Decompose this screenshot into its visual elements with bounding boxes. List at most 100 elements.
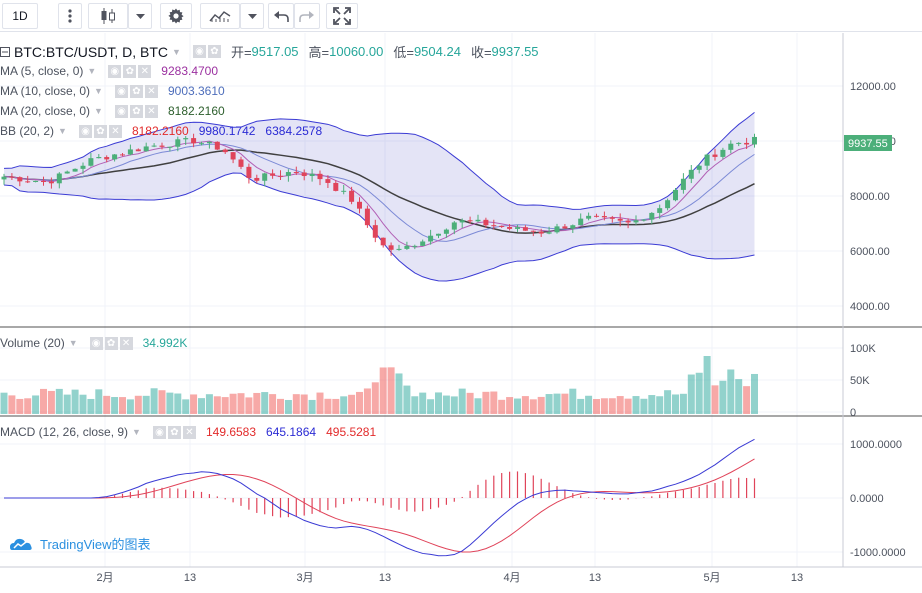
legend-buttons: ◉ ✿ ✕	[152, 425, 196, 439]
chevron-down-icon[interactable]: ▼	[94, 86, 103, 96]
chevron-down-icon[interactable]: ▼	[94, 106, 103, 116]
legend-buttons: ◉ ✿ ✕	[108, 64, 152, 78]
volume-bar	[387, 367, 395, 414]
fullscreen-icon	[333, 7, 351, 25]
redo-button[interactable]	[294, 3, 320, 29]
volume-bar	[229, 393, 237, 414]
eye-icon[interactable]: ◉	[192, 45, 206, 58]
volume-bar	[656, 396, 664, 414]
volume-bar	[735, 379, 743, 414]
candle-body	[1, 176, 7, 180]
chart-style-dropdown[interactable]	[128, 3, 152, 29]
gear-icon[interactable]: ✿	[167, 425, 181, 439]
cloud-icon	[10, 538, 32, 550]
chevron-down-icon[interactable]: ▼	[68, 338, 78, 348]
candle-body	[285, 172, 291, 176]
volume-bar	[695, 372, 703, 414]
volume-bar	[474, 398, 482, 414]
settings-button[interactable]	[160, 3, 192, 29]
candle-body	[562, 226, 568, 229]
volume-bar	[24, 398, 32, 414]
candle-body	[388, 245, 394, 250]
indicators-button[interactable]	[200, 3, 240, 29]
candle-body	[728, 143, 734, 150]
chart-style-button[interactable]	[88, 3, 128, 29]
chevron-down-icon[interactable]: ▼	[87, 66, 97, 76]
volume-bar	[379, 367, 387, 414]
collapse-icon[interactable]	[0, 46, 10, 57]
more-button[interactable]	[58, 3, 82, 29]
candle-body	[222, 149, 228, 153]
candle-body	[420, 241, 426, 246]
close-icon[interactable]: ✕	[144, 104, 158, 118]
volume-bar	[600, 398, 608, 414]
close-icon[interactable]: ✕	[108, 124, 122, 138]
close-icon[interactable]: ✕	[119, 336, 133, 350]
volume-bar	[632, 396, 640, 414]
candle-body	[451, 222, 457, 230]
legend-buttons: ◉ ✿ ✕	[78, 124, 122, 138]
volume-bar	[419, 392, 427, 414]
ma20-legend: MA (20, close, 0) ▼ ◉ ✿ ✕ 8182.2160	[0, 104, 225, 118]
gear-icon[interactable]: ✿	[93, 124, 107, 138]
interval-label: 1D	[12, 9, 28, 23]
volume-bar	[261, 392, 269, 414]
eye-icon[interactable]: ◉	[89, 336, 103, 350]
last-price-label: 9937.55	[848, 138, 888, 150]
chart-canvas[interactable]: 12000.0010000.008000.006000.004000.00993…	[0, 33, 922, 590]
candle-body	[175, 139, 181, 147]
indicators-dropdown[interactable]	[240, 3, 264, 29]
volume-tick-label: 50K	[850, 375, 870, 387]
gear-icon[interactable]: ✿	[123, 64, 137, 78]
time-tick-label: 13	[791, 572, 803, 584]
legend-buttons: ◉ ✿	[192, 45, 221, 58]
eye-icon[interactable]: ◉	[152, 425, 166, 439]
candle-body	[673, 189, 678, 201]
eye-icon[interactable]: ◉	[114, 104, 128, 118]
gear-icon[interactable]: ✿	[207, 45, 221, 58]
eye-icon[interactable]: ◉	[78, 124, 92, 138]
gear-icon[interactable]: ✿	[129, 84, 143, 98]
candle-body	[333, 182, 339, 191]
more-vert-icon	[68, 9, 72, 23]
undo-button[interactable]	[268, 3, 294, 29]
candle-body	[41, 180, 46, 182]
candle-body	[522, 227, 528, 231]
volume-bar	[0, 392, 8, 414]
volume-bar	[427, 399, 435, 414]
close-icon[interactable]: ✕	[144, 84, 158, 98]
eye-icon[interactable]: ◉	[108, 64, 122, 78]
macd-legend: MACD (12, 26, close, 9) ▼ ◉ ✿ ✕ 149.6583 64…	[0, 425, 376, 439]
chart-area[interactable]: 12000.0010000.008000.006000.004000.00993…	[0, 33, 922, 590]
candle-body	[127, 149, 133, 155]
chevron-down-icon[interactable]: ▼	[58, 126, 67, 136]
bollinger-upper-line	[3, 111, 755, 210]
gear-icon[interactable]: ✿	[104, 336, 118, 350]
volume-bar	[142, 395, 150, 414]
chevron-down-icon[interactable]: ▼	[172, 46, 181, 57]
volume-bar	[585, 395, 593, 414]
tradingview-logo[interactable]: TradingView的图表	[10, 534, 151, 553]
gear-icon[interactable]: ✿	[129, 104, 143, 118]
symbol-name: BTC:BTC/USDT, D, BTC	[14, 43, 169, 60]
fullscreen-button[interactable]	[326, 3, 358, 29]
chevron-down-icon[interactable]: ▼	[132, 427, 141, 437]
price-tick-label: 6000.00	[850, 246, 890, 258]
ma5-label: MA (5, close, 0)	[0, 64, 84, 78]
volume-bar	[371, 382, 379, 414]
toolbar: 1D	[0, 0, 922, 32]
candle-body	[752, 136, 757, 145]
indicators-icon	[209, 11, 231, 22]
volume-bar	[213, 396, 221, 414]
volume-bar	[616, 396, 624, 414]
interval-button[interactable]: 1D	[2, 3, 38, 29]
eye-icon[interactable]: ◉	[114, 84, 128, 98]
candle-body	[64, 171, 70, 174]
close-icon[interactable]: ✕	[138, 64, 152, 78]
volume-bar	[356, 391, 363, 414]
candle-body	[546, 232, 552, 234]
open-value: 9517.05	[251, 44, 299, 59]
open-label: 开=	[230, 45, 252, 60]
candle-body	[357, 201, 362, 209]
close-icon[interactable]: ✕	[182, 425, 196, 439]
